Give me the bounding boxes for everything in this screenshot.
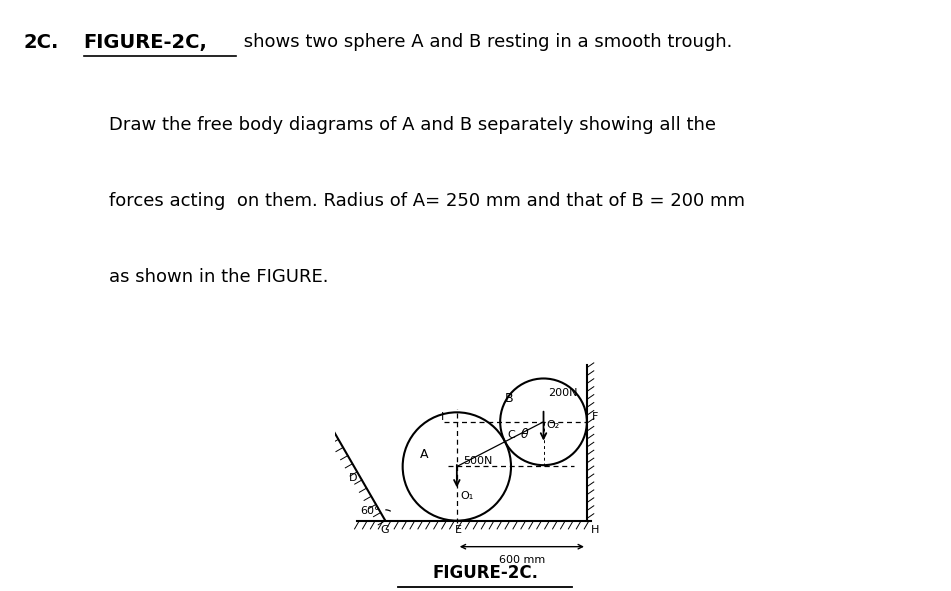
Text: 60°: 60° <box>360 506 379 516</box>
Text: 2C.: 2C. <box>24 33 59 52</box>
Text: as shown in the FIGURE.: as shown in the FIGURE. <box>109 268 329 286</box>
Text: Draw the free body diagrams of A and B separately showing all the: Draw the free body diagrams of A and B s… <box>109 116 716 134</box>
Text: A: A <box>420 448 429 461</box>
Text: G: G <box>379 525 389 535</box>
Text: 500N: 500N <box>463 456 493 466</box>
Text: FIGURE-2C.: FIGURE-2C. <box>432 564 538 582</box>
Text: H: H <box>592 525 599 535</box>
Text: B: B <box>505 392 514 405</box>
Text: D: D <box>348 473 357 483</box>
Text: θ: θ <box>521 428 529 441</box>
Text: FIGURE-2C,: FIGURE-2C, <box>84 33 207 52</box>
Text: O₂: O₂ <box>547 420 560 430</box>
Text: shows two sphere A and B resting in a smooth trough.: shows two sphere A and B resting in a sm… <box>238 33 732 51</box>
Text: forces acting  on them. Radius of A= 250 mm and that of B = 200 mm: forces acting on them. Radius of A= 250 … <box>109 192 746 210</box>
Text: 600 mm: 600 mm <box>498 556 545 566</box>
Text: F: F <box>592 412 598 421</box>
Text: 200N: 200N <box>548 388 577 398</box>
Text: I: I <box>440 412 444 421</box>
Text: C: C <box>507 430 514 440</box>
Text: O₁: O₁ <box>460 491 474 501</box>
Text: E: E <box>455 525 461 535</box>
